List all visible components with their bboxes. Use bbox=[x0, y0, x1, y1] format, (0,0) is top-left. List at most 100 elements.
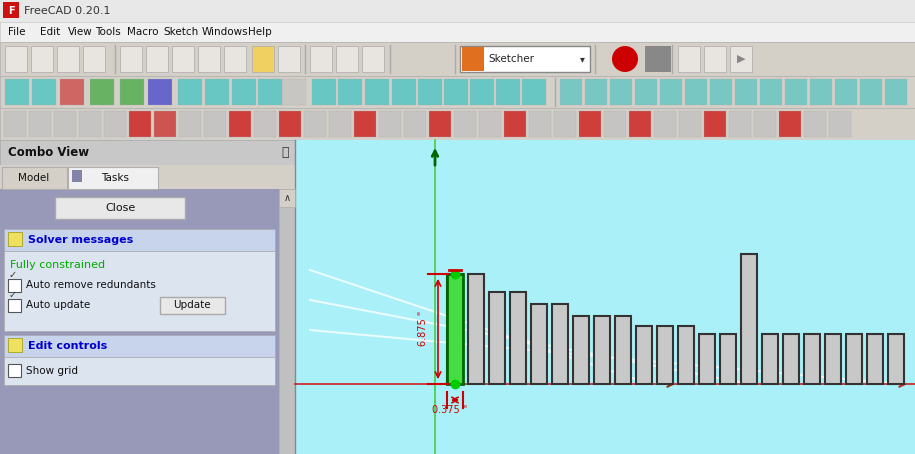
Bar bbox=[379, 111, 401, 137]
Bar bbox=[229, 111, 251, 137]
Bar bbox=[629, 111, 651, 137]
Bar bbox=[867, 334, 883, 384]
Text: ▶: ▶ bbox=[737, 54, 745, 64]
Bar bbox=[336, 46, 358, 72]
Bar bbox=[31, 46, 53, 72]
Bar bbox=[468, 274, 484, 384]
Bar bbox=[679, 111, 701, 137]
Bar bbox=[278, 46, 300, 72]
Bar bbox=[0, 42, 915, 76]
Bar bbox=[57, 46, 79, 72]
Bar bbox=[454, 111, 476, 137]
Text: Auto update: Auto update bbox=[26, 301, 91, 311]
Bar bbox=[735, 79, 757, 105]
Bar bbox=[447, 274, 463, 384]
Bar bbox=[79, 111, 101, 137]
Bar bbox=[252, 46, 274, 72]
Text: 6.875 ": 6.875 " bbox=[418, 311, 428, 345]
Bar bbox=[729, 111, 751, 137]
Bar bbox=[3, 2, 19, 18]
Bar bbox=[146, 46, 168, 72]
Bar bbox=[120, 79, 144, 105]
Bar bbox=[354, 111, 376, 137]
Bar bbox=[552, 304, 568, 384]
Bar bbox=[730, 46, 752, 72]
Bar bbox=[594, 316, 610, 384]
Bar bbox=[804, 111, 826, 137]
Bar bbox=[685, 79, 707, 105]
Bar bbox=[4, 357, 275, 385]
Bar bbox=[460, 46, 590, 72]
Bar bbox=[444, 79, 468, 105]
Bar bbox=[429, 111, 451, 137]
Bar bbox=[741, 254, 757, 384]
Bar bbox=[678, 326, 694, 384]
Bar bbox=[8, 299, 21, 312]
Bar bbox=[104, 111, 126, 137]
Bar bbox=[2, 167, 67, 189]
Bar bbox=[762, 334, 778, 384]
Bar bbox=[304, 111, 326, 137]
Bar bbox=[585, 79, 607, 105]
Bar bbox=[282, 79, 306, 105]
Bar bbox=[657, 326, 673, 384]
Text: Auto remove redundants: Auto remove redundants bbox=[26, 281, 156, 291]
Bar bbox=[462, 47, 484, 71]
Bar bbox=[888, 334, 904, 384]
Bar bbox=[29, 111, 51, 137]
Bar bbox=[0, 140, 295, 165]
Text: Update: Update bbox=[173, 301, 210, 311]
Bar bbox=[90, 79, 114, 105]
Text: ▾: ▾ bbox=[579, 54, 585, 64]
Bar bbox=[678, 46, 700, 72]
Bar bbox=[573, 316, 589, 384]
Bar bbox=[279, 189, 295, 207]
Bar bbox=[720, 334, 736, 384]
Text: Help: Help bbox=[248, 27, 272, 37]
Text: Solver messages: Solver messages bbox=[28, 235, 134, 245]
Bar bbox=[310, 46, 332, 72]
Bar bbox=[178, 79, 202, 105]
Bar bbox=[154, 111, 176, 137]
Bar bbox=[496, 79, 520, 105]
Bar bbox=[5, 46, 27, 72]
Text: Fully constrained: Fully constrained bbox=[10, 260, 105, 270]
Bar bbox=[54, 111, 76, 137]
Bar bbox=[279, 189, 295, 454]
Text: Windows: Windows bbox=[202, 27, 249, 37]
Text: File: File bbox=[8, 27, 26, 37]
Bar bbox=[129, 111, 151, 137]
Bar bbox=[579, 111, 601, 137]
Bar bbox=[885, 79, 907, 105]
Bar bbox=[5, 79, 29, 105]
Bar bbox=[0, 22, 915, 42]
Bar bbox=[55, 197, 185, 219]
Bar bbox=[635, 79, 657, 105]
Bar bbox=[783, 334, 799, 384]
Bar bbox=[489, 292, 505, 384]
Bar bbox=[504, 111, 526, 137]
Bar bbox=[0, 76, 915, 108]
Bar bbox=[829, 111, 851, 137]
Bar bbox=[4, 335, 275, 357]
Bar bbox=[120, 46, 142, 72]
Bar bbox=[179, 111, 201, 137]
Text: F: F bbox=[7, 6, 15, 16]
Bar bbox=[83, 46, 105, 72]
Bar bbox=[254, 111, 276, 137]
Bar bbox=[8, 232, 22, 246]
Text: Tasks: Tasks bbox=[101, 173, 129, 183]
Bar bbox=[0, 0, 915, 22]
Text: Tools: Tools bbox=[95, 27, 121, 37]
Bar bbox=[295, 140, 915, 454]
Bar bbox=[610, 79, 632, 105]
Bar bbox=[554, 111, 576, 137]
Bar bbox=[825, 334, 841, 384]
Bar bbox=[860, 79, 882, 105]
Bar bbox=[4, 251, 275, 331]
Bar bbox=[205, 79, 229, 105]
Bar bbox=[160, 297, 225, 314]
Bar bbox=[4, 111, 26, 137]
Text: View: View bbox=[68, 27, 92, 37]
Bar bbox=[0, 189, 279, 454]
